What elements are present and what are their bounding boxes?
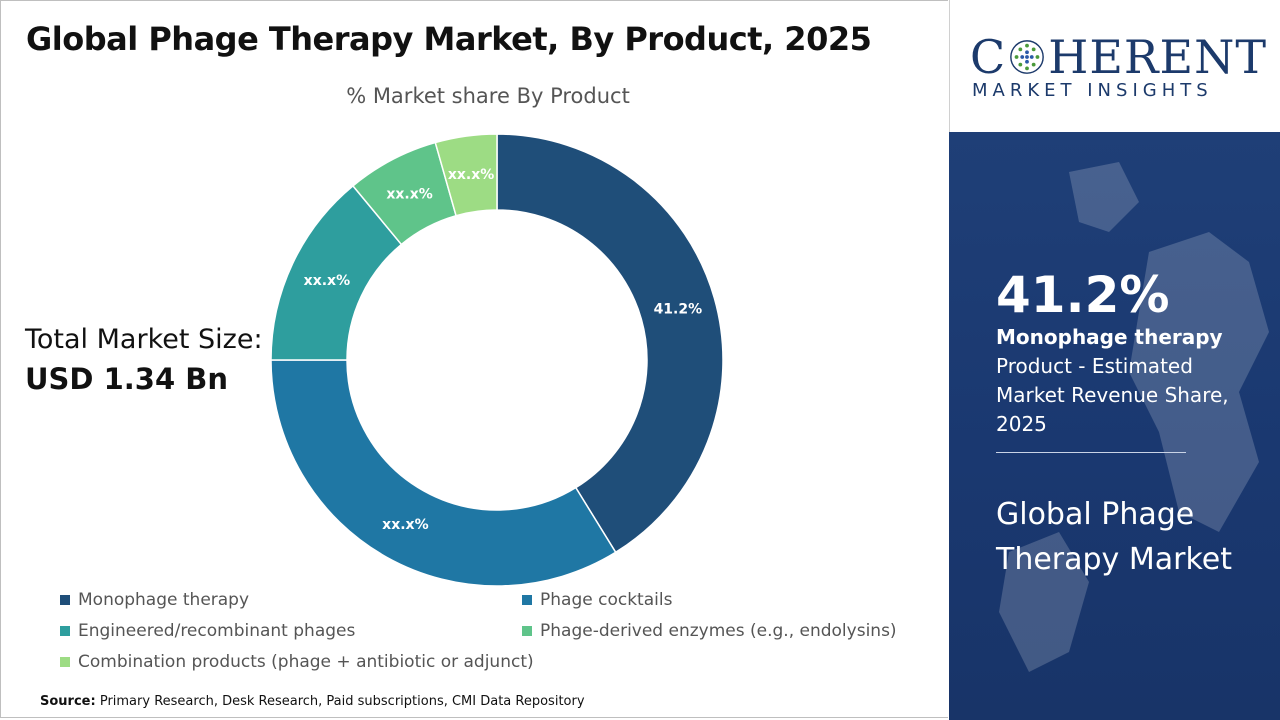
donut-slice-1 (270, 359, 617, 587)
legend-item: Engineered/recombinant phages (60, 621, 355, 641)
legend-swatch (522, 595, 532, 605)
donut-chart: 41.2% xx.x% xx.x% xx.x% xx.x% (270, 133, 724, 587)
chart-title: Global Phage Therapy Market, By Product,… (26, 20, 872, 58)
logo-text-right: HERENT (1048, 30, 1268, 84)
total-market-value: USD 1.34 Bn (25, 362, 228, 396)
donut-slice-label-0: 41.2% (654, 302, 703, 318)
chart-frame (0, 0, 948, 718)
legend-swatch (60, 626, 70, 636)
donut-slice-4 (434, 133, 498, 217)
highlight-divider (996, 452, 1186, 453)
source-label: Source: (40, 694, 96, 709)
total-market-label: Total Market Size: (25, 324, 263, 355)
legend-label: Phage cocktails (540, 590, 673, 610)
source-text: Primary Research, Desk Research, Paid su… (99, 694, 585, 709)
donut-slice-0 (496, 133, 724, 554)
legend-item: Monophage therapy (60, 590, 249, 610)
legend-item: Combination products (phage + antibiotic… (60, 652, 534, 672)
logo-wordmark: C HERENT (970, 30, 1267, 84)
legend-item: Phage cocktails (522, 590, 672, 610)
highlight-panel: 41.2% Monophage therapy Product - Estima… (949, 132, 1280, 720)
donut-slice-label-1: xx.x% (382, 517, 428, 533)
logo-area: C HERENT MARKET INSIGHTS (949, 0, 1280, 132)
legend-label: Engineered/recombinant phages (78, 621, 356, 641)
legend-swatch (522, 626, 532, 636)
legend-label: Phage-derived enzymes (e.g., endolysins) (540, 621, 897, 641)
donut-slice-label-2: xx.x% (304, 273, 350, 289)
legend-item: Phage-derived enzymes (e.g., endolysins) (522, 621, 897, 641)
globe-icon (1010, 40, 1045, 74)
donut-slice-label-4: xx.x% (448, 167, 494, 183)
legend-label: Monophage therapy (78, 590, 250, 610)
chart-subtitle: % Market share By Product (346, 84, 630, 108)
background-map-decoration (999, 162, 1269, 672)
logo-subtitle: MARKET INSIGHTS (972, 80, 1213, 101)
highlight-value: 41.2% (996, 266, 1170, 324)
source-note: Source: Primary Research, Desk Research,… (40, 694, 585, 709)
highlight-market-name: Global Phage Therapy Market (996, 497, 1232, 577)
legend-label: Combination products (phage + antibiotic… (78, 652, 534, 672)
highlight-description: Product - Estimated Market Revenue Share… (996, 354, 1229, 436)
legend-swatch (60, 595, 70, 605)
donut-slice-label-3: xx.x% (386, 187, 432, 203)
legend-swatch (60, 657, 70, 667)
highlight-name: Monophage therapy (996, 325, 1223, 349)
logo-text-left: C (970, 30, 1007, 84)
